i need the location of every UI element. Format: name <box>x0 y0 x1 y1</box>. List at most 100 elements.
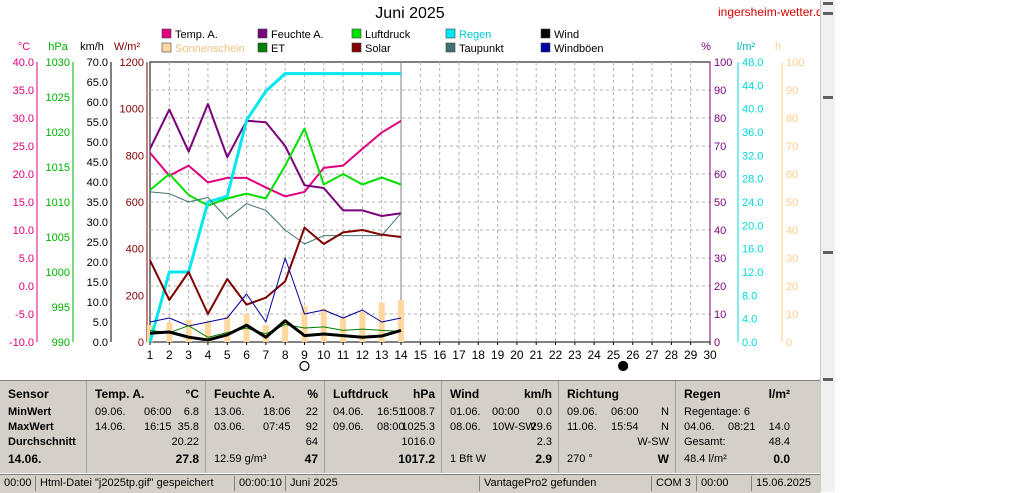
axis-tick-label: 80 <box>786 113 798 125</box>
axis-unit-label: h <box>775 41 781 53</box>
stats-header-pressure: Luftdruck <box>333 387 389 401</box>
axis-tick-label: 10 <box>714 309 726 321</box>
axis-tick-label: 20.0 <box>13 169 34 181</box>
stats-wind-today: 2.9 <box>535 452 552 466</box>
legend-swatch <box>540 28 551 39</box>
axis-tick-label: 70 <box>786 141 798 153</box>
stats-humidity-avg: 64 <box>305 436 318 448</box>
axis-tick-label: 30 <box>786 253 798 265</box>
stats-humidity-column: Feuchte A.% 13.06. 18:06 22 03.06. 07:45 92 … <box>206 381 324 473</box>
axis-tick-label: 1000 <box>46 267 70 279</box>
plot-area <box>149 61 711 343</box>
axis-tick-label: 35.0 <box>87 197 108 209</box>
stats-direction-column: Richtung 09.06. 06:00 N 11.06. 15:54 N W-SW … <box>559 381 675 473</box>
stats-humidity-min-time: 18:06 <box>263 406 291 418</box>
status-date: 15.06.2025 <box>756 477 812 489</box>
axis-tick-label: 65.0 <box>87 77 108 89</box>
axis-tick-label: 25.0 <box>13 141 34 153</box>
stats-direction-degrees: 270 ° <box>567 453 593 465</box>
stats-rain-max-date: 04.06. <box>684 421 715 433</box>
axis-tick-label: 70 <box>714 141 726 153</box>
stats-wind-max-date: 08.06. <box>450 421 481 433</box>
vertical-scrollbar[interactable] <box>820 0 835 492</box>
x-axis-label: 12 <box>356 348 370 362</box>
stats-temp-min-date: 09.06. <box>95 406 126 418</box>
axis-tick-label: -5.0 <box>15 309 34 321</box>
axis-tick-label: 48.0 <box>742 57 763 69</box>
stats-rain-max-time: 08:21 <box>728 421 756 433</box>
x-axis-label: 4 <box>205 348 212 362</box>
status-period: Juni 2025 <box>286 476 480 491</box>
x-axis-label: 29 <box>684 348 698 362</box>
axis-tick-label: 200 <box>126 290 144 302</box>
x-axis-label: 14 <box>394 348 408 362</box>
stats-unit-temp: °C <box>185 387 199 401</box>
axis-tick-label: 100 <box>786 57 804 69</box>
stats-temp-max-date: 14.06. <box>95 421 126 433</box>
stats-pressure-min-time: 16:51 <box>377 406 405 418</box>
axis-tick-label: 15.0 <box>13 197 34 209</box>
axis-tick-label: 60 <box>714 169 726 181</box>
axis-tick-label: 40.0 <box>742 104 763 116</box>
axis-tick-label: 5.0 <box>19 253 34 265</box>
legend-swatch <box>351 42 362 53</box>
stats-header-direction: Richtung <box>567 387 619 401</box>
axis-tick-label: 60 <box>786 169 798 181</box>
axis-tick-label: 4.0 <box>742 314 757 326</box>
axis-unit-label: l/m² <box>737 41 756 53</box>
stats-wind-min-value: 0.0 <box>536 406 552 418</box>
axis-tick-label: 0 <box>138 337 144 349</box>
stats-humidity-absolute: 12.59 g/m³ <box>214 453 267 465</box>
stats-direction-max-value: N <box>661 421 669 433</box>
axis-tick-label: 100 <box>714 57 732 69</box>
scroll-tick-icon <box>823 378 833 381</box>
axis-tick-label: 1015 <box>46 162 70 174</box>
axis-tick-label: 1030 <box>46 57 70 69</box>
axis-tick-label: 20.0 <box>87 257 108 269</box>
x-axis-label: 1 <box>147 348 154 362</box>
axis-unit-label: km/h <box>80 41 104 53</box>
axis-tick-label: 55.0 <box>87 117 108 129</box>
axis-tick-label: 12.0 <box>742 267 763 279</box>
legend-label: Taupunkt <box>459 43 504 55</box>
stats-row-avg: Durchschnitt <box>8 436 76 448</box>
axis-tick-label: 25.0 <box>87 237 108 249</box>
axis-tick-label: 1010 <box>46 197 70 209</box>
sunshine-bar <box>224 316 231 342</box>
sunshine-bar <box>340 316 347 342</box>
axis-tick-label: 400 <box>126 244 144 256</box>
x-axis-label: 26 <box>626 348 640 362</box>
stats-direction-min-date: 09.06. <box>567 406 598 418</box>
site-link[interactable]: ingersheim-wetter.de <box>718 5 830 19</box>
stats-temp-max-time: 16:15 <box>144 421 172 433</box>
axis-tick-label: 40 <box>786 225 798 237</box>
legend-label: Feuchte A. <box>271 29 324 41</box>
stats-rain-today: 0.0 <box>773 452 790 466</box>
status-device: VantagePro2 gefunden <box>480 476 652 491</box>
series-line-wind <box>149 319 402 342</box>
axis-tick-label: 28.0 <box>742 174 763 186</box>
axis-tick-label: 5.0 <box>93 317 108 329</box>
stats-wind-max-dir: 10W-SW <box>492 421 536 433</box>
legend-label: Windböen <box>554 43 604 55</box>
stats-pressure-avg: 1016.0 <box>401 436 435 448</box>
stats-header-rain: Regen <box>684 387 721 401</box>
stats-row-max: MaxWert <box>8 421 54 433</box>
x-axis-label: 16 <box>433 348 447 362</box>
stats-temp-today: 27.8 <box>175 452 199 466</box>
sunshine-bar <box>147 325 153 342</box>
status-port: COM 3 <box>652 476 697 491</box>
stats-pressure-max-date: 09.06. <box>333 421 364 433</box>
axis-tick-label: 30.0 <box>13 113 34 125</box>
stats-pressure-min-value: 1008.7 <box>401 406 435 418</box>
series-line-taupunkt <box>149 191 402 245</box>
axis-tick-label: 8.0 <box>742 290 757 302</box>
axis-tick-label: 44.0 <box>742 80 763 92</box>
stats-rain-month: 48.4 l/m² <box>684 453 727 465</box>
axis-tick-label: 30.0 <box>87 217 108 229</box>
axis-tick-label: 0 <box>714 337 720 349</box>
axis-unit-label: % <box>701 41 711 53</box>
stats-direction-today: W <box>657 452 669 466</box>
x-axis-label: 17 <box>452 348 466 362</box>
legend-swatch <box>161 42 172 53</box>
